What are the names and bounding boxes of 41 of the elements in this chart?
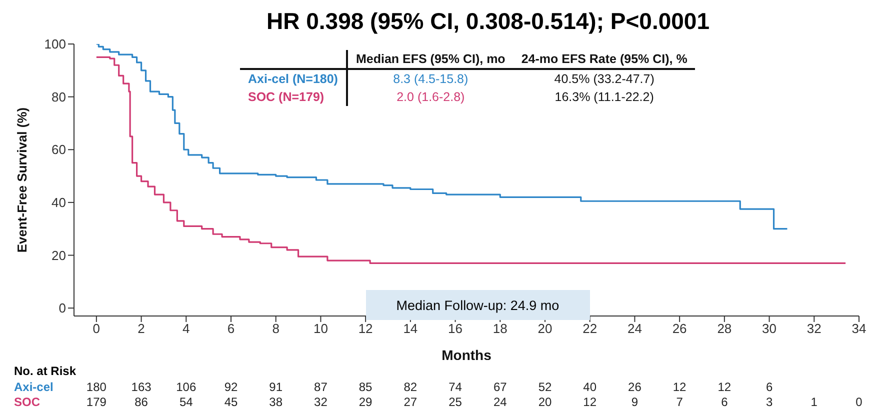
annotation: 16.3% (11.1-22.2) xyxy=(554,89,655,106)
x-tick-label: 0 xyxy=(92,321,100,336)
x-tick-label: 30 xyxy=(762,321,777,336)
x-tick-label: 6 xyxy=(227,321,235,336)
x-tick-label: 20 xyxy=(538,321,552,336)
annotation: 40.5% (33.2-47.7) xyxy=(553,71,656,88)
annotation: 2.0 (1.6-2.8) xyxy=(396,89,466,106)
y-tick-label: 100 xyxy=(44,36,66,52)
x-tick-label: 12 xyxy=(358,321,373,336)
text-box: Median Follow-up: 24.9 mo xyxy=(366,290,590,320)
y-tick-label: 40 xyxy=(52,195,66,210)
annotation: 8.3 (4.5-15.8) xyxy=(392,71,470,88)
chart-title: HR 0.398 (95% CI, 0.308-0.514); P<0.0001 xyxy=(265,8,711,35)
x-tick-label: 8 xyxy=(272,321,280,336)
y-tick-label: 80 xyxy=(52,89,66,104)
x-axis-title: Months xyxy=(442,347,492,363)
x-tick-label: 34 xyxy=(852,321,866,336)
x-tick-label: 10 xyxy=(313,321,328,336)
y-axis-title: Event-Free Survival (%) xyxy=(14,107,30,253)
text: 179 86 54 45 38 32 29 27 25 24 20 12 9 7 6 3 1 0 xyxy=(86,395,862,409)
x-tick-label: 22 xyxy=(582,321,598,336)
annotation: SOC (N=179) xyxy=(240,88,346,106)
x-tick-label: 2 xyxy=(138,321,145,336)
y-tick-label: 0 xyxy=(58,300,66,316)
x-tick-label: 14 xyxy=(403,321,418,336)
x-tick-label: 18 xyxy=(492,321,508,336)
y-tick-label: 60 xyxy=(52,142,66,158)
x-tick-label: 26 xyxy=(672,321,687,336)
text: 180 163 106 92 91 87 85 82 74 67 52 40 26 12 12 6 xyxy=(86,380,773,394)
x-tick-label: 16 xyxy=(448,321,463,336)
x-tick-label: 32 xyxy=(806,321,822,336)
x-tick-label: 4 xyxy=(182,321,190,336)
annotation: 24-mo EFS Rate (95% CI), % xyxy=(513,50,696,68)
text: Axi-cel xyxy=(14,380,54,394)
x-tick-label: 24 xyxy=(627,321,642,336)
text: No. at Risk xyxy=(14,364,76,378)
x-tick-label: 28 xyxy=(717,321,732,336)
annotation: Median EFS (95% CI), mo xyxy=(348,50,514,68)
text: SOC xyxy=(14,395,40,409)
y-tick-label: 20 xyxy=(52,248,66,263)
annotation: Axi-cel (N=180) xyxy=(240,70,346,88)
